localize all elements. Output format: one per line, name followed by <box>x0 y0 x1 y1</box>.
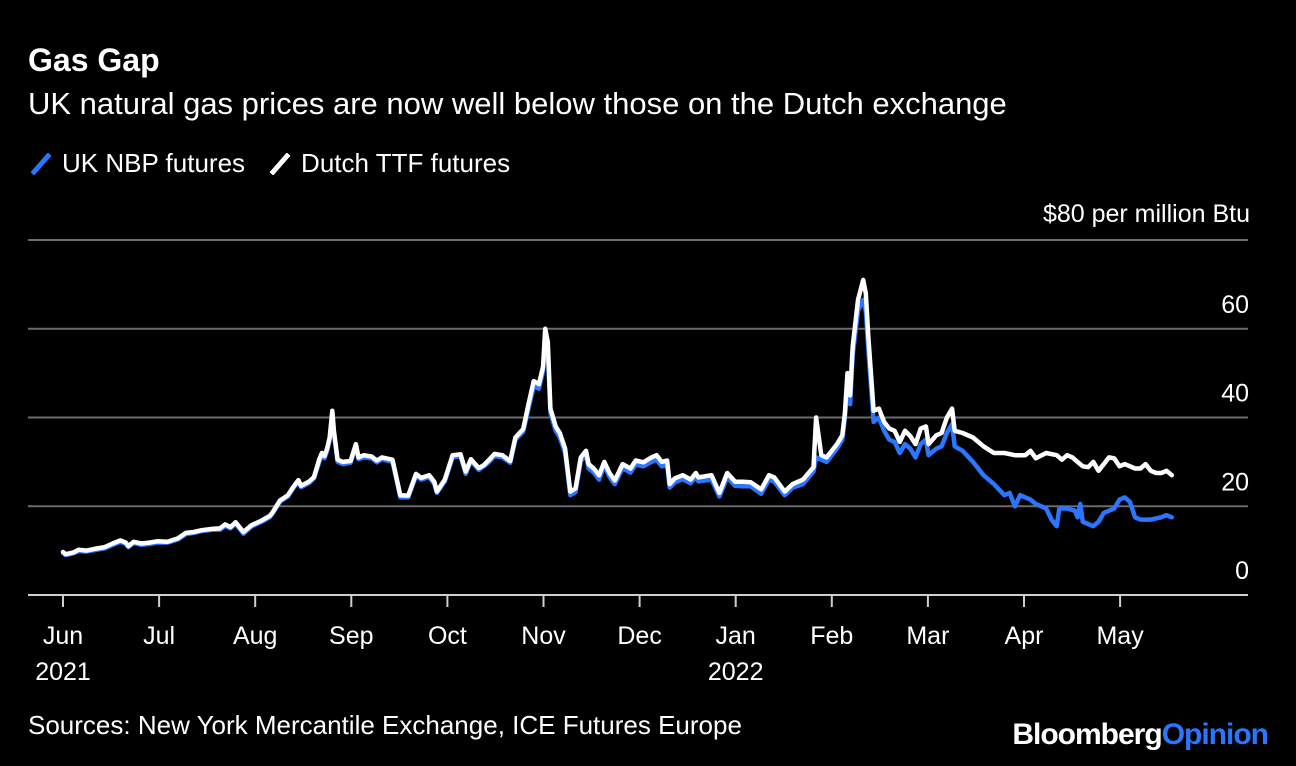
x-tick-label: Jan <box>716 622 756 650</box>
x-tick-year-label: 2021 <box>35 658 91 686</box>
y-tick-label: 60 <box>1221 291 1249 319</box>
series-line-uk-nbp <box>60 297 1175 558</box>
brand-accent: Opinion <box>1161 718 1269 751</box>
legend-swatch-dutch-ttf <box>269 152 291 175</box>
x-tick-label: Aug <box>233 622 277 650</box>
legend-label-dutch-ttf: Dutch TTF futures <box>301 148 511 178</box>
legend-item-uk-nbp: UK NBP futures <box>30 148 245 179</box>
x-tick-year-label: 2022 <box>708 658 764 686</box>
x-tick-label: May <box>1096 622 1144 650</box>
series-lines <box>60 277 1175 558</box>
brand-main: Bloomberg <box>1012 718 1162 751</box>
x-axis: Jun 2021 Jul Aug Sep Oct Nov Dec Jan 2022 Feb Mar Ap… <box>28 594 1248 686</box>
y-tick-label: 20 <box>1221 468 1249 496</box>
x-tick-label: Feb <box>810 622 853 650</box>
x-tick-label: Oct <box>428 622 467 650</box>
x-tick-label: Sep <box>329 622 373 650</box>
y-axis-unit-label: $80 per million Btu <box>1043 200 1250 228</box>
chart-subtitle: UK natural gas prices are now well below… <box>28 86 1007 121</box>
series-line-dutch-ttf <box>60 277 1175 557</box>
brand-logo: BloombergOpinion <box>1012 718 1269 752</box>
y-tick-label: 0 <box>1235 557 1249 585</box>
legend-swatch-uk-nbp <box>30 152 52 175</box>
y-axis-ticks: 0 20 40 60 <box>1221 291 1249 585</box>
source-note: Sources: New York Mercantile Exchange, I… <box>28 710 742 740</box>
x-tick-label: Mar <box>906 622 949 650</box>
chart-title: Gas Gap <box>28 42 160 78</box>
x-tick-label: Apr <box>1005 622 1044 650</box>
x-tick-label: Jul <box>143 622 175 650</box>
legend-item-dutch-ttf: Dutch TTF futures <box>269 148 510 179</box>
x-tick-label: Jun <box>43 622 83 650</box>
x-tick-label: Dec <box>617 622 661 650</box>
line-chart: 0 20 40 60 Jun 2021 Jul Aug Sep Oct Nov Dec Jan 2022… <box>28 200 1250 686</box>
legend-label-uk-nbp: UK NBP futures <box>62 148 246 178</box>
x-tick-label: Nov <box>521 622 566 650</box>
legend: UK NBP futures Dutch TTF futures <box>30 148 534 179</box>
y-tick-label: 40 <box>1221 380 1249 408</box>
